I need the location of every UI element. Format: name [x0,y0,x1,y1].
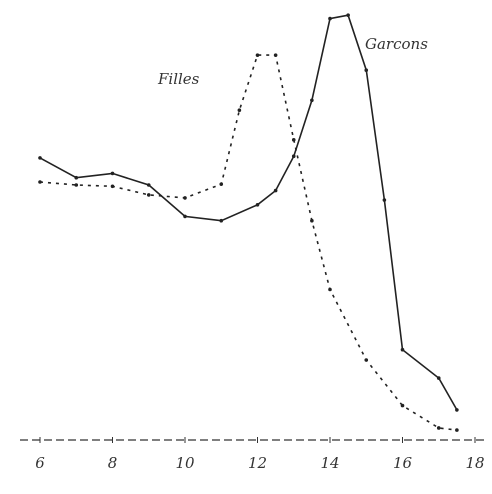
point [273,188,278,193]
point [328,287,332,292]
point [38,180,42,184]
x-tick-label: 14 [320,454,339,472]
point [310,98,314,103]
series-line [39,14,458,411]
point [219,182,224,186]
point [364,358,369,362]
point [455,428,459,432]
x-tick-label: 18 [465,454,484,472]
point [328,16,332,21]
point [400,403,405,408]
point [255,53,260,57]
x-tick-label: 12 [248,454,267,472]
x-tick-label: 16 [393,454,413,472]
point [219,218,224,223]
point [436,376,441,380]
point [436,426,441,430]
point [273,53,278,57]
point [291,138,296,142]
point [255,202,260,207]
point [74,175,79,180]
point [146,193,151,197]
x-tick-label: 10 [175,454,195,472]
point [110,171,115,176]
point [455,408,459,412]
point [237,108,242,112]
series-line [39,54,457,431]
point [110,184,115,189]
point [400,347,405,352]
series-label: Filles [157,70,200,88]
point [146,183,151,187]
point [382,198,387,202]
point [291,154,296,158]
point [183,196,187,200]
point [364,68,369,72]
series-label: Garcons [365,35,428,53]
point [310,218,314,223]
point [38,156,42,160]
x-tick-label: 8 [108,454,118,472]
point [183,214,187,219]
point [74,183,79,187]
point [346,13,350,17]
x-tick-label: 6 [35,454,45,472]
